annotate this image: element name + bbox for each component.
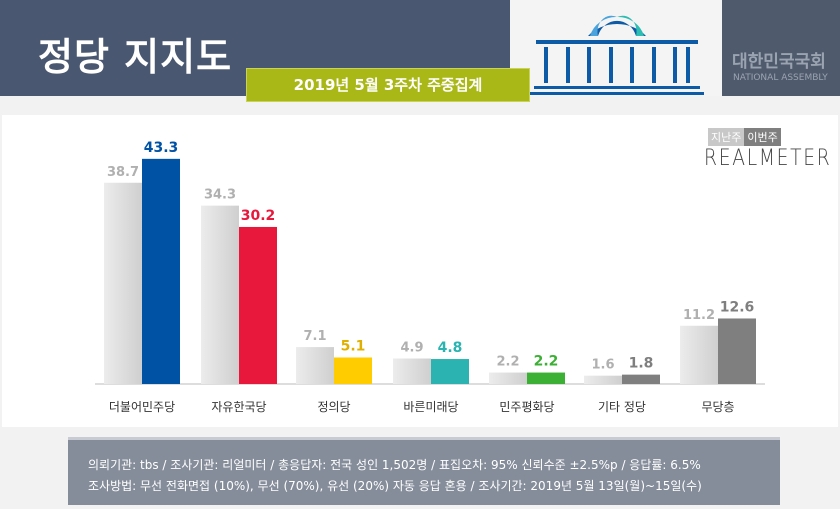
category-label: 무당층 <box>701 400 734 414</box>
footer-info: 의뢰기관: tbs / 조사기관: 리얼미터 / 총응답자: 전국 성인 1,5… <box>68 437 780 505</box>
legend: 지난주 이번주 <box>708 128 781 146</box>
bar-curr <box>431 359 469 384</box>
bar-prev <box>680 325 718 384</box>
category-label: 바른미래당 <box>403 400 458 414</box>
realmeter-logo: REALMETER <box>704 146 832 171</box>
bar-prev <box>104 182 142 384</box>
value-label-curr: 30.2 <box>241 208 276 224</box>
value-label-prev: 34.3 <box>204 188 236 203</box>
bar-prev <box>584 375 622 384</box>
bar-curr <box>527 372 565 384</box>
bar-curr <box>142 158 180 384</box>
page-title: 정당 지지도 <box>38 35 233 79</box>
value-label-curr: 5.1 <box>341 338 366 354</box>
category-label: 민주평화당 <box>499 400 554 414</box>
value-label-prev: 11.2 <box>683 308 715 323</box>
value-label-prev: 38.7 <box>107 165 139 180</box>
footer-line-1: 의뢰기관: tbs / 조사기관: 리얼미터 / 총응답자: 전국 성인 1,5… <box>88 458 701 472</box>
value-label-curr: 2.2 <box>534 354 559 370</box>
value-label-prev: 4.9 <box>400 341 423 356</box>
national-assembly-logo <box>510 0 723 96</box>
assembly-korean: 대한민국국회 <box>732 52 826 72</box>
legend-prev: 지난주 <box>708 128 745 146</box>
value-label-prev: 2.2 <box>496 355 519 370</box>
category-label: 자유한국당 <box>211 400 266 414</box>
assembly-building-icon <box>530 15 704 95</box>
bar-prev <box>393 358 431 384</box>
category-label: 정의당 <box>317 400 350 414</box>
value-label-prev: 1.6 <box>591 358 614 373</box>
value-label-curr: 12.6 <box>720 299 755 315</box>
value-label-curr: 4.8 <box>438 340 463 356</box>
assembly-label: 대한민국국회 NATIONAL ASSEMBLY <box>722 0 840 96</box>
value-label-prev: 7.1 <box>303 329 326 344</box>
category-label: 더불어민주당 <box>109 400 175 414</box>
bar-curr <box>622 374 660 384</box>
value-label-curr: 43.3 <box>144 140 179 156</box>
category-label: 기타 정당 <box>598 400 646 414</box>
bar-prev <box>201 205 239 384</box>
assembly-english: NATIONAL ASSEMBLY <box>733 73 828 83</box>
bar-curr <box>239 226 277 384</box>
bar-prev <box>489 372 527 384</box>
bar-curr <box>334 357 372 384</box>
bar-curr <box>718 318 756 384</box>
bar-prev <box>296 347 334 384</box>
legend-curr: 이번주 <box>744 128 781 146</box>
value-label-curr: 1.8 <box>629 356 654 372</box>
subtitle-badge: 2019년 5월 3주차 주중집계 <box>246 68 530 102</box>
footer-line-2: 조사방법: 무선 전화면접 (10%), 무선 (70%), 유선 (20%) … <box>88 479 702 493</box>
bar-chart: 38.7 43.3 더불어민주당 34.3 30.2 자유한국당 7.1 5.1 정의당 4.9 4… <box>95 140 765 414</box>
